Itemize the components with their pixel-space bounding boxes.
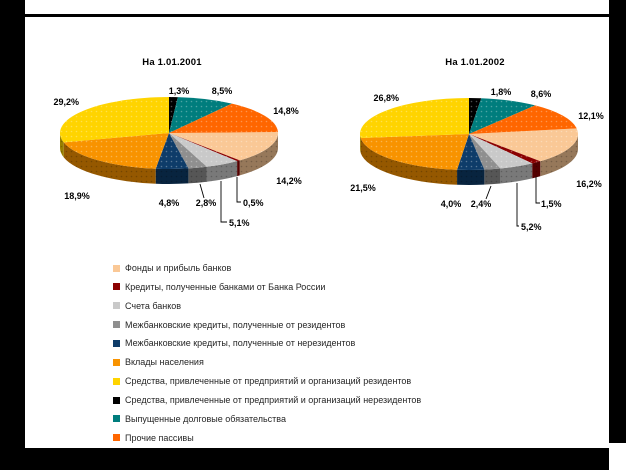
legend-label: Выпущенные долговые обязательства xyxy=(125,413,286,424)
label-leader-line xyxy=(516,183,519,227)
pie-percent-label: 4,0% xyxy=(441,199,462,209)
pie-percent-label: 16,2% xyxy=(576,179,602,189)
legend-item: Фонды и прибыль банков xyxy=(113,261,231,275)
legend-swatch xyxy=(113,283,120,291)
label-leader-line xyxy=(535,177,540,204)
legend-swatch xyxy=(113,358,120,366)
pie-percent-label: 1,3% xyxy=(169,86,190,96)
legend-label: Прочие пассивы xyxy=(125,432,194,443)
frame-bottom-band xyxy=(25,448,609,470)
legend-swatch xyxy=(113,377,120,385)
halftone-top-overlay xyxy=(60,97,278,169)
frame-right-band xyxy=(609,0,626,443)
legend-swatch xyxy=(113,339,120,347)
legend-swatch xyxy=(113,302,120,310)
pie-percent-label: 26,8% xyxy=(373,93,399,103)
legend-item: Межбанковские кредиты, полученные от рез… xyxy=(113,318,345,332)
pie-percent-label: 8,5% xyxy=(212,86,233,96)
halftone-skirt-overlay xyxy=(60,133,278,184)
legend-item: Межбанковские кредиты, полученные от нер… xyxy=(113,336,355,350)
pie-percent-label: 1,8% xyxy=(491,87,512,97)
pie-percent-label: 0,5% xyxy=(243,198,264,208)
pie-percent-label: 8,6% xyxy=(531,89,552,99)
pie-percent-label: 29,2% xyxy=(53,97,79,107)
frame-top-rule xyxy=(25,14,609,17)
halftone-skirt-overlay xyxy=(360,134,578,185)
legend-label: Счета банков xyxy=(125,300,182,311)
legend-swatch xyxy=(113,434,120,442)
legend-swatch xyxy=(113,264,120,272)
pie-percent-label: 5,2% xyxy=(521,222,542,232)
pie-percent-label: 18,9% xyxy=(64,191,90,201)
frame-left-band xyxy=(0,0,25,470)
pie-percent-label: 2,4% xyxy=(471,199,492,209)
legend-item: Вклады населения xyxy=(113,355,204,369)
legend-label: Средства, привлеченные от предприятий и … xyxy=(125,376,412,387)
legend-label: Фонды и прибыль банков xyxy=(125,263,232,273)
legend-label: Средства, привлеченные от предприятий и … xyxy=(125,395,422,406)
legend-swatch xyxy=(113,396,120,404)
pie-percent-label: 4,8% xyxy=(159,198,180,208)
legend-swatch xyxy=(113,321,120,329)
legend-item: Кредиты, полученные банками от Банка Рос… xyxy=(113,280,325,294)
legend-item: Средства, привлеченные от предприятий и … xyxy=(113,393,421,407)
pie-2002-title: На 1.01.2002 xyxy=(445,57,505,68)
legend-label: Межбанковские кредиты, полученные от рез… xyxy=(125,319,346,330)
pie-percent-label: 21,5% xyxy=(350,183,376,193)
pie-percent-label: 14,8% xyxy=(273,106,299,116)
pie-2001-title: На 1.01.2001 xyxy=(142,57,202,68)
label-leader-line xyxy=(220,181,227,223)
pie-percent-label: 12,1% xyxy=(578,111,604,121)
pie-percent-label: 5,1% xyxy=(229,218,250,228)
legend-label: Вклады населения xyxy=(125,357,204,368)
label-leader-line xyxy=(485,185,492,200)
legend-label: Межбанковские кредиты, полученные от нер… xyxy=(125,338,356,349)
legend-swatch xyxy=(113,415,120,423)
halftone-top-overlay xyxy=(360,98,578,170)
label-leader-line xyxy=(199,183,205,199)
legend-item: Выпущенные долговые обязательства xyxy=(113,412,286,426)
legend-label: Кредиты, полученные банками от Банка Рос… xyxy=(125,281,326,292)
pie-percent-label: 14,2% xyxy=(276,176,302,186)
label-leader-line xyxy=(236,177,241,203)
pie-percent-label: 2,8% xyxy=(196,198,217,208)
pie-percent-label: 1,5% xyxy=(541,199,562,209)
legend-item: Прочие пассивы xyxy=(113,431,194,445)
legend-item: Средства, привлеченные от предприятий и … xyxy=(113,374,411,388)
legend-item: Счета банков xyxy=(113,299,181,313)
